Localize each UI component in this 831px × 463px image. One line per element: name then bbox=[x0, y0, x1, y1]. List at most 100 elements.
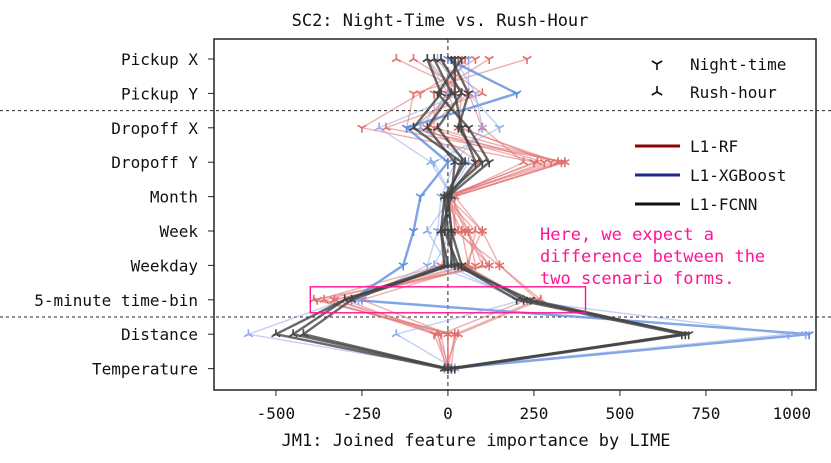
y-tick-label: Temperature bbox=[92, 360, 198, 379]
series-line bbox=[443, 59, 683, 370]
data-point bbox=[432, 329, 443, 338]
y-tick-labels: Pickup X Pickup Y Dropoff X Dropoff Y Month W… bbox=[34, 50, 214, 379]
x-tick-label: 750 bbox=[691, 404, 720, 423]
data-point bbox=[408, 122, 419, 131]
data-point bbox=[453, 262, 463, 271]
x-tick-label: 250 bbox=[519, 404, 548, 423]
data-point bbox=[398, 262, 408, 271]
data-point bbox=[415, 193, 426, 202]
data-point bbox=[477, 88, 488, 97]
data-point bbox=[422, 262, 433, 271]
annotation-text-line: two scenario forms. bbox=[540, 269, 734, 289]
data-point bbox=[477, 260, 488, 269]
x-axis: -500 -250 0 250 500 750 1000 bbox=[257, 390, 812, 423]
data-point bbox=[456, 88, 467, 97]
annotation-box bbox=[309, 286, 587, 314]
data-point bbox=[477, 124, 488, 133]
y-tick-label: Week bbox=[159, 222, 198, 241]
data-point bbox=[463, 90, 474, 99]
data-point bbox=[446, 226, 457, 235]
y-tick-label: Dropoff X bbox=[111, 119, 198, 138]
data-point bbox=[556, 159, 567, 168]
y-tick-label: Pickup Y bbox=[121, 84, 198, 103]
data-point bbox=[443, 193, 453, 202]
data-point bbox=[800, 331, 811, 340]
legend-label: L1-RF bbox=[690, 137, 738, 156]
data-point bbox=[243, 329, 254, 338]
x-axis-label: JM1: Joined feature importance by LIME bbox=[282, 431, 671, 451]
series-line bbox=[290, 58, 467, 370]
data-point bbox=[446, 260, 457, 269]
legend-label: L1-FCNN bbox=[690, 195, 757, 214]
y-tick-label: Weekday bbox=[131, 256, 199, 275]
series-xgboost-11 bbox=[243, 54, 467, 372]
data-point bbox=[450, 90, 460, 99]
data-point bbox=[401, 124, 412, 133]
data-point bbox=[470, 226, 481, 235]
data-point bbox=[450, 331, 460, 340]
series-fcnn-20 bbox=[439, 55, 687, 374]
x-tick-label: -250 bbox=[343, 404, 382, 423]
data-point bbox=[357, 124, 367, 133]
series-rf-7 bbox=[329, 54, 529, 372]
data-point bbox=[677, 331, 687, 340]
data-point bbox=[783, 331, 794, 340]
legend-marker-tri_up bbox=[651, 86, 663, 96]
series-rf-0 bbox=[312, 55, 549, 374]
series-line bbox=[359, 58, 554, 369]
data-point bbox=[446, 365, 457, 374]
data-point bbox=[391, 329, 402, 338]
data-point bbox=[470, 262, 481, 271]
y-tick-label: Distance bbox=[121, 325, 198, 344]
data-point bbox=[439, 227, 450, 236]
data-point bbox=[439, 363, 450, 372]
data-point bbox=[339, 294, 350, 303]
data-point bbox=[408, 54, 419, 63]
x-tick-label: 0 bbox=[443, 404, 453, 423]
data-point bbox=[415, 90, 426, 99]
data-point bbox=[422, 54, 433, 63]
data-point bbox=[298, 329, 309, 338]
series-line bbox=[313, 58, 491, 369]
data-point bbox=[429, 159, 439, 168]
data-point bbox=[436, 88, 446, 97]
legend-marker-tri_down bbox=[651, 60, 663, 70]
series-line bbox=[355, 58, 806, 370]
data-point bbox=[450, 55, 460, 64]
y-tick-label: Pickup X bbox=[121, 50, 198, 69]
legend-label: Rush-hour bbox=[690, 83, 777, 102]
data-point bbox=[494, 262, 505, 271]
data-point bbox=[511, 296, 522, 305]
data-point bbox=[422, 122, 433, 131]
x-tick-label: 1000 bbox=[773, 404, 812, 423]
series-line bbox=[342, 58, 561, 369]
y-tick-label: Dropoff Y bbox=[111, 153, 198, 172]
data-point bbox=[470, 159, 481, 168]
series-layer bbox=[243, 54, 814, 374]
x-tick-label: 500 bbox=[605, 404, 634, 423]
x-tick-label: -500 bbox=[257, 404, 296, 423]
series-line bbox=[359, 58, 537, 369]
data-point bbox=[494, 124, 505, 133]
data-point bbox=[422, 226, 433, 235]
series-line bbox=[245, 58, 463, 370]
data-point bbox=[456, 157, 467, 166]
series-rf-9 bbox=[319, 54, 543, 372]
data-point bbox=[443, 329, 453, 338]
legend-label: L1-XGBoost bbox=[690, 166, 786, 185]
legend: Night-time Rush-hour L1-RF L1-XGBoost L1-FCN… bbox=[635, 55, 786, 214]
data-point bbox=[511, 90, 522, 99]
group-separators bbox=[0, 110, 831, 318]
y-tick-label: Month bbox=[150, 188, 198, 207]
data-point bbox=[391, 54, 402, 63]
data-point bbox=[374, 122, 384, 131]
data-point bbox=[271, 329, 281, 338]
series-line bbox=[272, 58, 464, 370]
legend-label: Night-time bbox=[690, 55, 786, 74]
data-point bbox=[484, 55, 494, 64]
data-point bbox=[522, 55, 532, 64]
annotation-text-line: Here, we expect a bbox=[540, 225, 714, 245]
data-point bbox=[532, 157, 543, 166]
